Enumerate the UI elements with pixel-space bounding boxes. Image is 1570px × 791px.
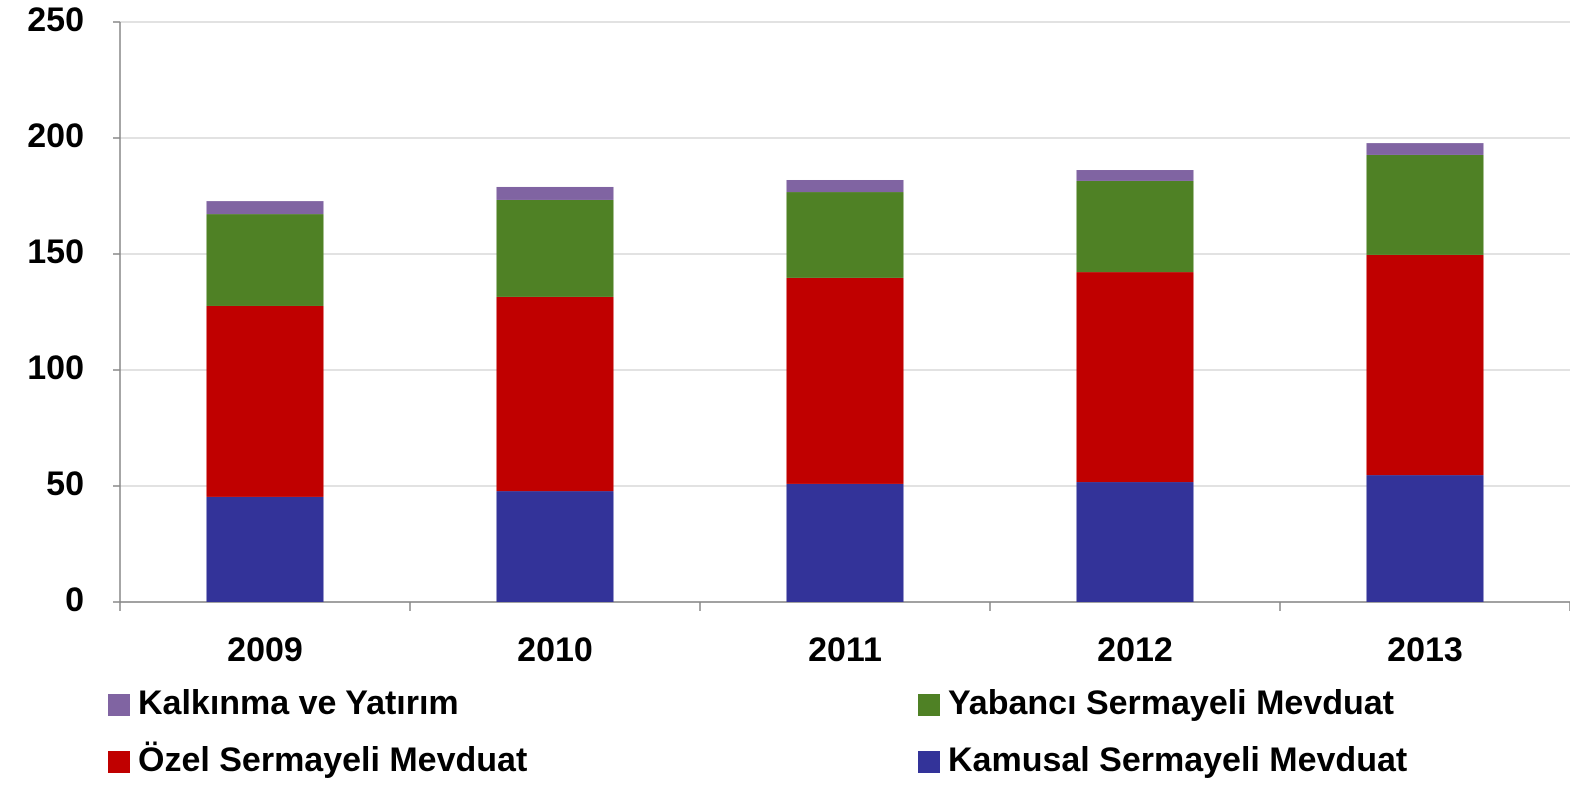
legend-label: Kalkınma ve Yatırım	[138, 684, 459, 722]
y-tick-label: 200	[27, 117, 84, 155]
legend-swatch	[108, 694, 130, 716]
legend-label: Kamusal Sermayeli Mevduat	[948, 741, 1407, 779]
y-tick-label: 50	[46, 465, 84, 503]
legend-swatch	[918, 694, 940, 716]
bar-segment	[496, 186, 614, 200]
bar-segment	[1366, 254, 1484, 476]
bar-segment	[206, 305, 324, 497]
bar-segment	[496, 199, 614, 297]
bar-segment	[1366, 143, 1484, 155]
bar-segment	[1366, 154, 1484, 255]
y-tick-label: 250	[27, 1, 84, 39]
x-tick-label: 2011	[808, 631, 882, 669]
bar-segment	[1366, 475, 1484, 602]
x-tick-label: 2010	[517, 631, 593, 669]
bar-segment	[206, 214, 324, 306]
bar-segment	[786, 179, 904, 193]
bar-segment	[786, 483, 904, 602]
y-tick-label: 150	[27, 233, 84, 271]
bar-segment	[1076, 180, 1194, 273]
bar-segment	[206, 496, 324, 602]
legend-swatch	[918, 751, 940, 773]
bar-segment	[1076, 272, 1194, 483]
x-tick-label: 2012	[1097, 631, 1173, 669]
x-tick-label: 2013	[1387, 631, 1463, 669]
bar-segment	[496, 296, 614, 492]
bar-segment	[206, 201, 324, 215]
y-tick-label: 100	[27, 349, 84, 387]
bar-segment	[1076, 482, 1194, 602]
legend-label: Yabancı Sermayeli Mevduat	[948, 684, 1394, 722]
bar-segment	[1076, 170, 1194, 181]
bar-segment	[786, 277, 904, 484]
legend-label: Özel Sermayeli Mevduat	[138, 741, 527, 779]
legend-swatch	[108, 751, 130, 773]
bar-segment	[496, 491, 614, 602]
bar-segment	[786, 192, 904, 278]
x-tick-label: 2009	[227, 631, 303, 669]
y-tick-label: 0	[65, 581, 84, 619]
